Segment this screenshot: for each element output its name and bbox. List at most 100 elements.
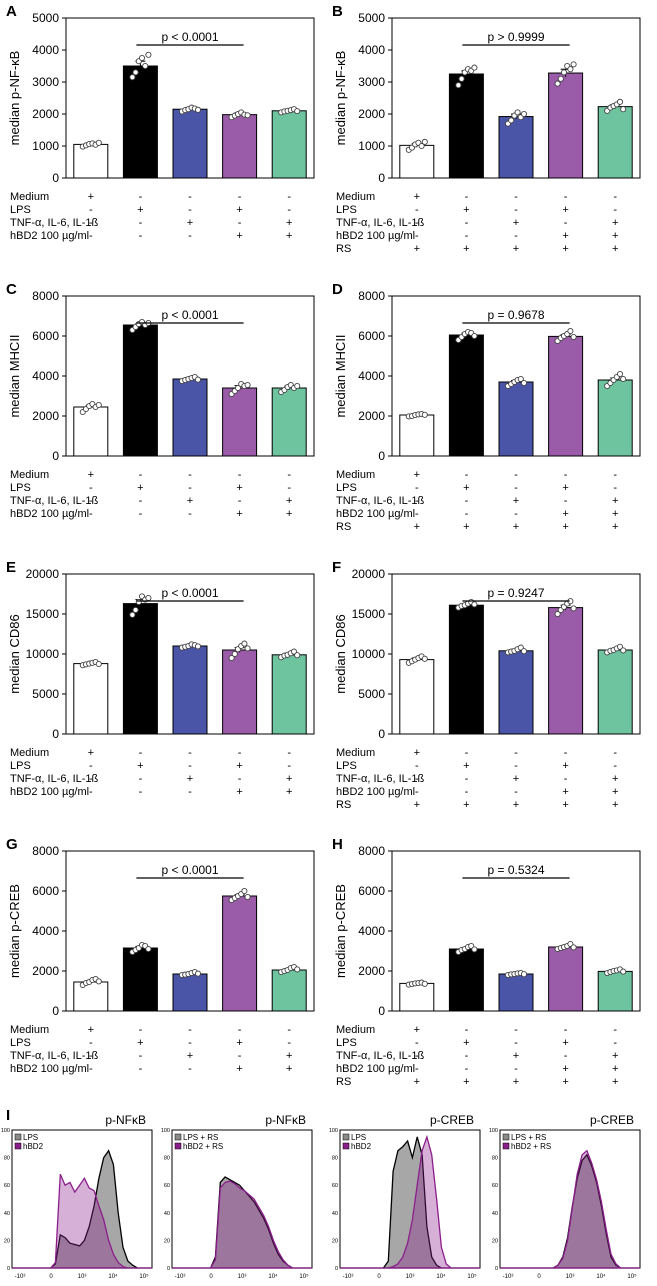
panel-label-C: C xyxy=(6,281,17,298)
y-axis-label: median CD86 xyxy=(7,614,22,694)
treatment-sign: - xyxy=(89,495,93,507)
treatment-row-label: Medium xyxy=(336,1024,375,1036)
y-tick-label: 2000 xyxy=(358,409,385,423)
treatment-row-label: Medium xyxy=(10,191,49,203)
treatment-row-label: hBD2 100 µg/ml xyxy=(10,508,89,520)
data-point xyxy=(421,980,428,987)
histogram-y-tick: 20 xyxy=(164,1238,170,1244)
panel-label-G: G xyxy=(6,836,18,853)
treatment-sign: - xyxy=(89,217,93,229)
p-value-label: p < 0.0001 xyxy=(161,308,218,322)
treatment-sign: - xyxy=(465,508,469,520)
treatment-sign: + xyxy=(562,1037,568,1049)
bar-5 xyxy=(597,649,633,735)
histogram-series-2 xyxy=(500,1149,640,1269)
treatment-sign: - xyxy=(465,1063,469,1075)
y-tick-label: 6000 xyxy=(32,329,59,343)
histogram-x-tick: 10⁴ xyxy=(436,1273,446,1280)
histogram-y-tick: 0 xyxy=(167,1266,170,1272)
treatment-sign: - xyxy=(89,1050,93,1062)
bar-1 xyxy=(399,982,435,1012)
treatment-sign: + xyxy=(562,230,568,242)
treatment-sign: + xyxy=(236,1037,242,1049)
histogram-y-tick: 20 xyxy=(492,1238,498,1244)
treatment-sign: - xyxy=(514,760,518,772)
histogram-x-tick: 10⁴ xyxy=(268,1273,278,1280)
treatment-sign: - xyxy=(89,760,93,772)
bar-1 xyxy=(399,144,435,179)
data-point xyxy=(132,606,139,614)
bar-5 xyxy=(271,110,307,179)
treatment-sign: + xyxy=(137,204,143,216)
y-axis-label: median MHCII xyxy=(333,334,348,417)
bar-2 xyxy=(122,65,158,179)
treatment-sign: - xyxy=(465,747,469,759)
data-point xyxy=(132,69,139,76)
treatment-sign: - xyxy=(188,508,192,520)
treatment-row-label: RS xyxy=(336,799,351,811)
data-point xyxy=(471,601,478,608)
treatment-sign: - xyxy=(613,191,617,203)
treatment-sign: + xyxy=(612,1063,618,1075)
treatment-sign: + xyxy=(513,799,519,811)
treatment-sign: + xyxy=(187,217,193,229)
treatment-sign: - xyxy=(564,191,568,203)
treatment-row-label: TNF-α, IL-6, IL-1ß xyxy=(10,217,99,229)
treatment-sign: - xyxy=(238,747,242,759)
treatment-sign: + xyxy=(612,799,618,811)
histogram-y-tick: 80 xyxy=(492,1156,498,1162)
treatment-sign: - xyxy=(465,191,469,203)
bar-3 xyxy=(498,973,534,1012)
treatment-sign: + xyxy=(187,773,193,785)
bar-2 xyxy=(448,334,484,457)
treatment-sign: + xyxy=(414,799,420,811)
data-point xyxy=(294,966,301,973)
treatment-sign: + xyxy=(88,191,94,203)
bar-3 xyxy=(172,378,208,457)
data-point xyxy=(138,54,146,62)
treatment-sign: + xyxy=(286,508,292,520)
p-value-label: p < 0.0001 xyxy=(161,863,218,877)
treatment-sign: - xyxy=(188,482,192,494)
bar-4 xyxy=(548,72,584,179)
bar-5 xyxy=(597,970,633,1012)
treatment-sign: + xyxy=(562,243,568,255)
panel-label-B: B xyxy=(332,3,343,20)
bar-3 xyxy=(172,108,208,179)
legend-label: LPS + RS xyxy=(511,1133,546,1142)
data-point xyxy=(471,946,478,953)
treatment-row-label: LPS xyxy=(336,204,357,216)
treatment-row-label: TNF-α, IL-6, IL-1ß xyxy=(10,1050,99,1062)
p-value-label: p = 0.5324 xyxy=(487,863,544,877)
y-tick-label: 5000 xyxy=(358,11,385,25)
treatment-sign: + xyxy=(612,1050,618,1062)
legend-swatch xyxy=(502,1142,510,1150)
treatment-row-label: LPS xyxy=(10,204,31,216)
bar-5 xyxy=(271,387,307,457)
histogram-title: p-NFκB xyxy=(265,1113,306,1127)
treatment-sign: - xyxy=(238,773,242,785)
y-tick-label: 2000 xyxy=(32,409,59,423)
data-point xyxy=(471,332,478,340)
treatment-sign: - xyxy=(139,1024,143,1036)
data-point xyxy=(471,64,478,71)
treatment-sign: + xyxy=(414,469,420,481)
treatment-sign: + xyxy=(286,1050,292,1062)
treatment-sign: + xyxy=(286,773,292,785)
histogram-y-tick: 80 xyxy=(164,1156,170,1162)
treatment-sign: - xyxy=(613,760,617,772)
data-point xyxy=(294,652,301,659)
histogram-y-tick: 40 xyxy=(492,1211,498,1217)
legend-swatch xyxy=(14,1133,22,1141)
treatment-sign: - xyxy=(415,508,419,520)
treatment-sign: - xyxy=(238,495,242,507)
treatment-row-label: Medium xyxy=(336,747,375,759)
histogram-x-tick: 0 xyxy=(49,1274,53,1280)
data-point xyxy=(520,648,528,655)
histogram-y-tick: 60 xyxy=(4,1183,10,1189)
y-tick-label: 10000 xyxy=(26,647,60,661)
y-tick-label: 5000 xyxy=(32,11,59,25)
